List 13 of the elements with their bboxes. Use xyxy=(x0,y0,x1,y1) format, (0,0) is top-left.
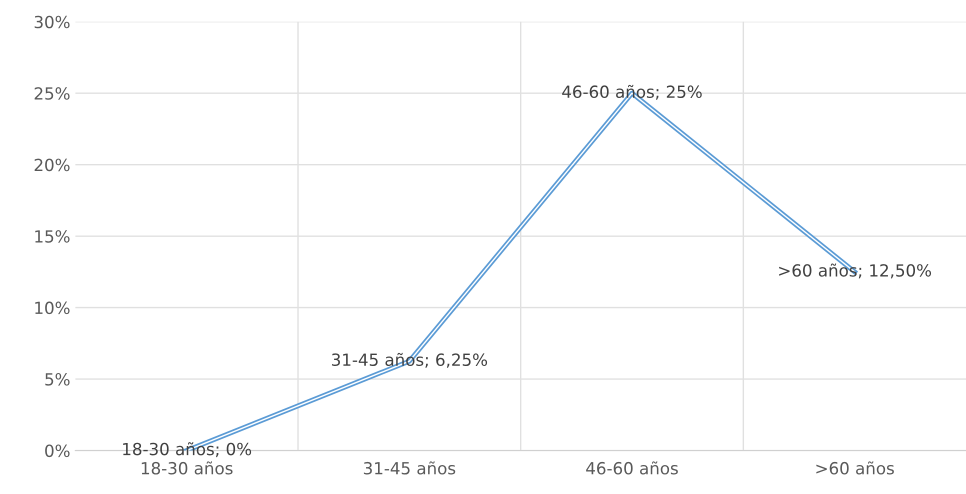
y-tick-label: 10% xyxy=(35,302,70,314)
y-tick-label: 25% xyxy=(34,87,70,100)
x-tick-label: 31-45 años xyxy=(364,461,456,475)
x-tick-label: >60 años xyxy=(816,461,894,475)
y-tick-label: 15% xyxy=(35,230,70,243)
x-tick-label: 46-60 años xyxy=(586,461,678,475)
y-tick-label: 20% xyxy=(34,158,70,172)
x-tick-label: 18-30 años xyxy=(142,461,233,475)
data-label: 18-30 años; 0% xyxy=(123,442,252,458)
data-label: 46-60 años; 25% xyxy=(562,84,702,100)
y-tick-label: 0% xyxy=(45,444,70,458)
y-tick-label: 5% xyxy=(45,373,70,386)
y-tick-label: 30% xyxy=(34,16,70,28)
